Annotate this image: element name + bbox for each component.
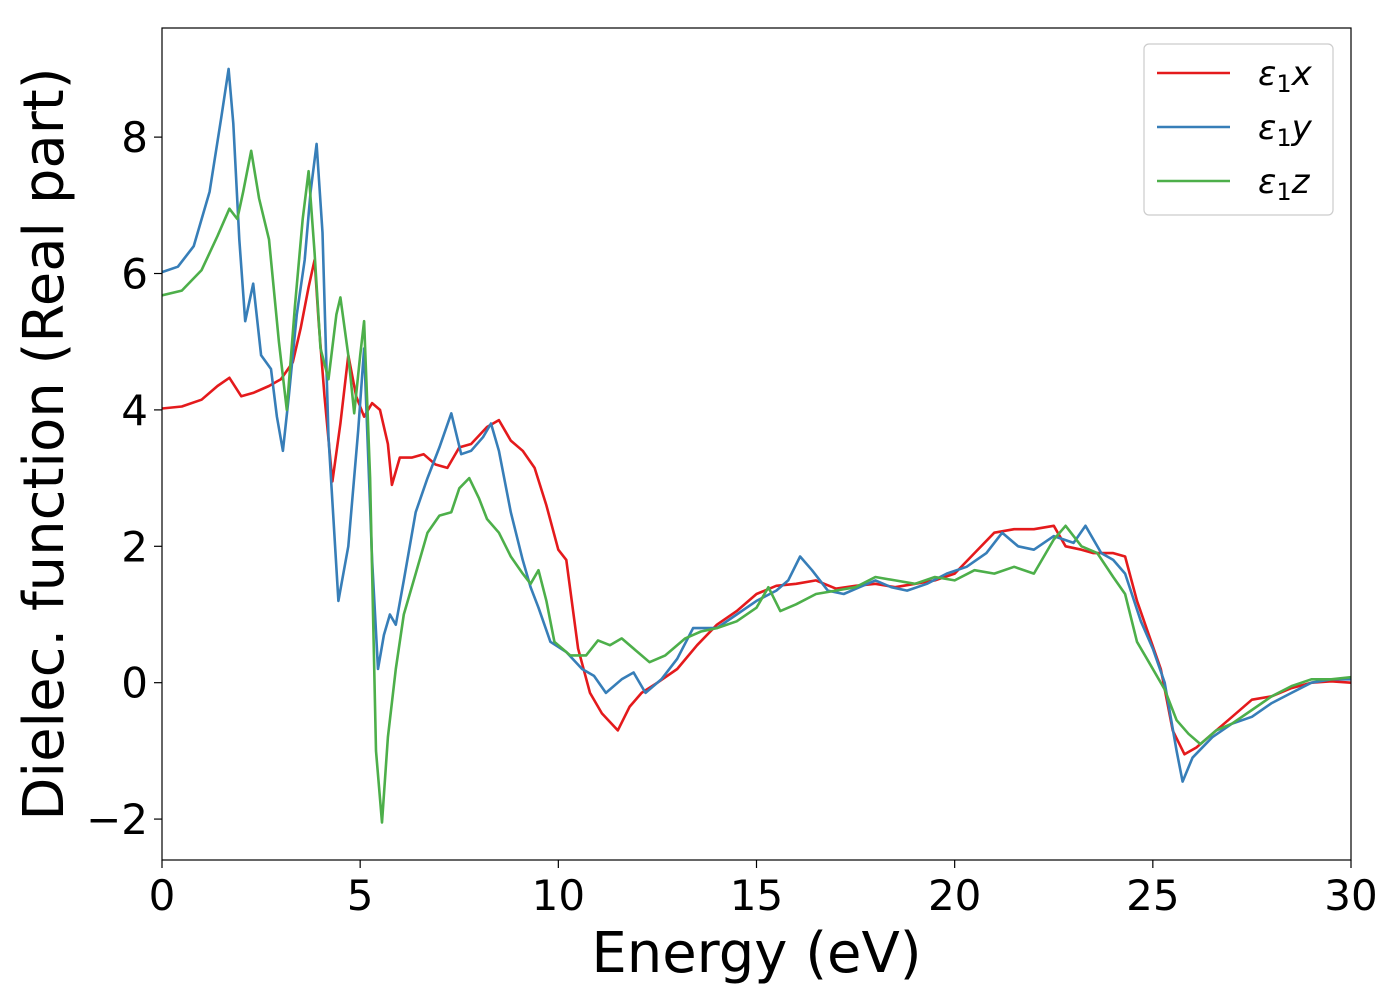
series-line-x bbox=[162, 258, 1351, 756]
y-axis-title: Dielec. function (Real part) bbox=[12, 67, 77, 820]
y-tick-label: 8 bbox=[121, 113, 148, 162]
series-line-y bbox=[162, 67, 1351, 783]
legend-label-z: ε1z bbox=[1258, 162, 1311, 206]
series-lines bbox=[162, 67, 1351, 824]
legend-box bbox=[1143, 43, 1334, 216]
y-tick-label: 4 bbox=[121, 386, 148, 435]
y-tick-label: 6 bbox=[121, 250, 148, 299]
series-line-z bbox=[162, 149, 1351, 824]
legend: ε1x ε1y ε1z bbox=[1143, 43, 1334, 216]
legend-label-x: ε1x bbox=[1258, 54, 1313, 98]
x-tick-label: 0 bbox=[149, 871, 176, 920]
x-tick-label: 5 bbox=[347, 871, 374, 920]
x-tick-label: 30 bbox=[1324, 871, 1377, 920]
y-tick-label: −2 bbox=[86, 795, 148, 844]
legend-label-y: ε1y bbox=[1258, 108, 1313, 152]
x-tick-label: 15 bbox=[730, 871, 783, 920]
x-tick-label: 25 bbox=[1126, 871, 1179, 920]
x-axis-ticks: 0 5 10 15 20 25 30 bbox=[149, 860, 1378, 920]
x-tick-label: 10 bbox=[532, 871, 585, 920]
y-tick-label: 0 bbox=[121, 659, 148, 708]
y-tick-label: 2 bbox=[121, 522, 148, 571]
x-axis-title: Energy (eV) bbox=[591, 921, 921, 986]
y-axis-ticks: −2 0 2 4 6 8 bbox=[86, 113, 162, 844]
x-tick-label: 20 bbox=[928, 871, 981, 920]
